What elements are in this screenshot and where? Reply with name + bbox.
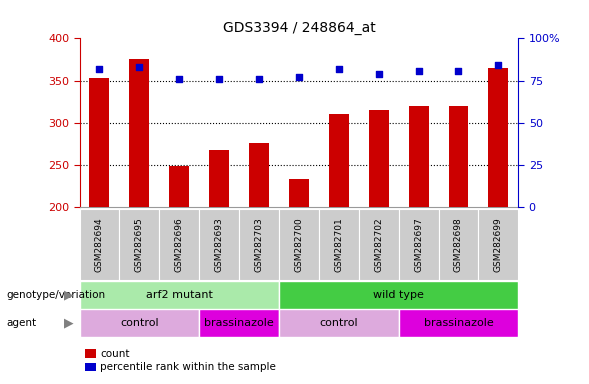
Point: [414, 68, 423, 74]
Text: agent: agent: [6, 318, 36, 328]
Text: GSM282703: GSM282703: [254, 217, 263, 272]
Point: [214, 76, 224, 82]
Bar: [399, 309, 518, 337]
Point: [454, 68, 463, 74]
Bar: [439, 209, 478, 280]
Bar: [199, 309, 279, 337]
Bar: [319, 209, 359, 280]
Text: GSM282702: GSM282702: [374, 217, 383, 272]
Text: GSM282700: GSM282700: [294, 217, 303, 272]
Text: brassinazole: brassinazole: [423, 318, 494, 328]
Point: [174, 76, 184, 82]
Text: ▶: ▶: [64, 289, 74, 302]
Bar: [289, 179, 309, 207]
Text: count: count: [100, 349, 130, 359]
Bar: [80, 309, 199, 337]
Bar: [120, 209, 159, 280]
Text: control: control: [319, 318, 358, 328]
Text: brassinazole: brassinazole: [204, 318, 274, 328]
Title: GDS3394 / 248864_at: GDS3394 / 248864_at: [223, 21, 375, 35]
Text: GSM282696: GSM282696: [175, 217, 184, 272]
Bar: [80, 281, 279, 309]
Bar: [209, 150, 229, 207]
Text: percentile rank within the sample: percentile rank within the sample: [100, 362, 276, 372]
Bar: [329, 114, 349, 207]
Bar: [279, 281, 518, 309]
Bar: [239, 209, 279, 280]
Text: GSM282697: GSM282697: [414, 217, 423, 272]
Bar: [409, 106, 429, 207]
Point: [374, 71, 383, 77]
Bar: [488, 68, 508, 207]
Point: [135, 64, 144, 70]
Bar: [359, 209, 399, 280]
Text: GSM282698: GSM282698: [454, 217, 463, 272]
Bar: [169, 166, 189, 207]
Bar: [199, 209, 239, 280]
Bar: [369, 110, 389, 207]
Bar: [279, 209, 319, 280]
Point: [494, 62, 503, 68]
Text: GSM282694: GSM282694: [95, 217, 104, 272]
Bar: [478, 209, 518, 280]
Bar: [279, 309, 399, 337]
Bar: [90, 78, 110, 207]
Bar: [80, 209, 120, 280]
Text: GSM282699: GSM282699: [494, 217, 503, 272]
Bar: [159, 209, 199, 280]
Point: [334, 66, 343, 72]
Bar: [130, 59, 150, 207]
Text: ▶: ▶: [64, 316, 74, 329]
Point: [254, 76, 264, 82]
Text: wild type: wild type: [373, 290, 424, 300]
Text: genotype/variation: genotype/variation: [6, 290, 105, 300]
Text: arf2 mutant: arf2 mutant: [146, 290, 213, 300]
Bar: [399, 209, 439, 280]
Point: [294, 74, 304, 80]
Point: [95, 66, 104, 72]
Text: GSM282695: GSM282695: [135, 217, 144, 272]
Text: control: control: [120, 318, 158, 328]
Bar: [249, 143, 269, 207]
Text: GSM282701: GSM282701: [335, 217, 343, 272]
Text: GSM282693: GSM282693: [214, 217, 224, 272]
Bar: [448, 106, 468, 207]
